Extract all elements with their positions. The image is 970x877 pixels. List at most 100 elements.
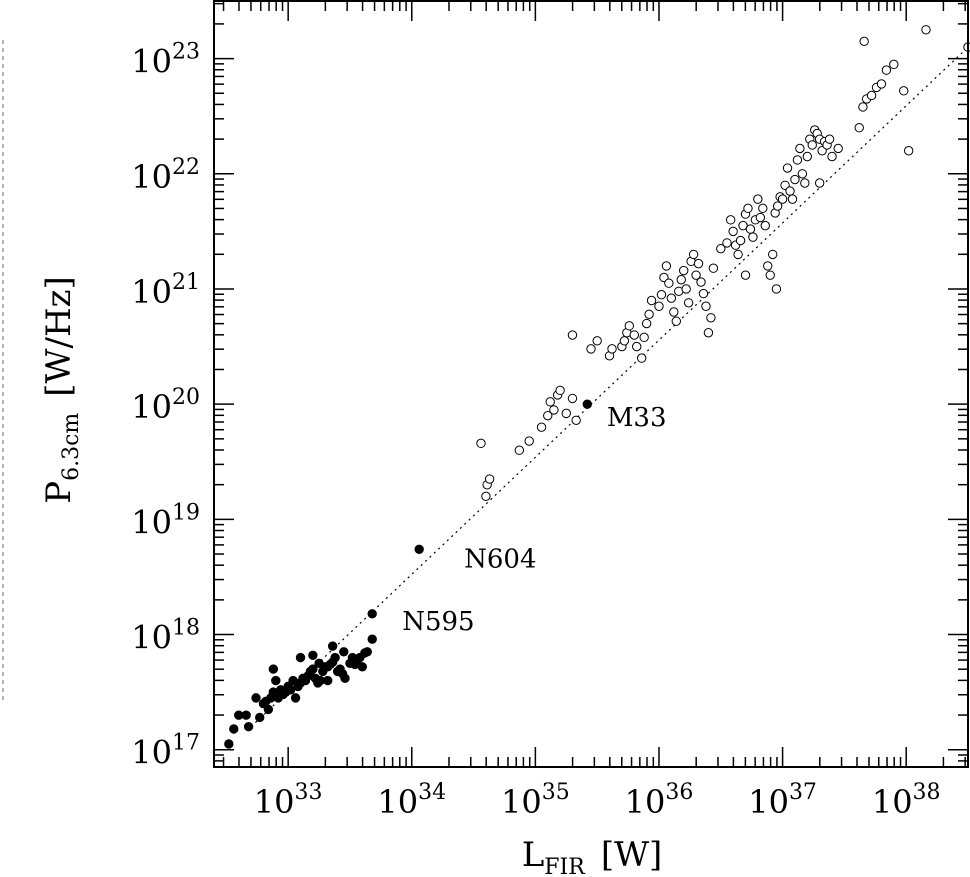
x-tick-label: 1034 — [377, 780, 446, 821]
x-tick-label-base: 10 — [377, 783, 418, 821]
open-data-point — [639, 332, 649, 343]
x-tick-label-base: 10 — [748, 783, 789, 821]
filled-data-point — [340, 673, 350, 684]
open-data-point — [644, 309, 654, 320]
y-tick-label-base: 10 — [131, 273, 172, 311]
open-data-point — [661, 261, 672, 271]
open-data-point — [725, 215, 736, 225]
y-tick-label-exp: 18 — [172, 616, 200, 641]
open-data-point — [722, 238, 732, 248]
open-data-point — [758, 203, 768, 214]
open-data-point — [881, 65, 892, 75]
open-data-point — [743, 203, 753, 214]
annotations-layer: M33 N604 N595 — [402, 403, 666, 637]
x-tick-label-exp: 37 — [789, 780, 817, 805]
x-tick-label-exp: 33 — [295, 780, 323, 805]
open-data-point — [543, 410, 553, 421]
open-data-point — [827, 151, 837, 162]
x-tick-label: 1033 — [254, 780, 323, 821]
open-data-point — [555, 385, 565, 396]
open-data-point — [654, 301, 664, 311]
open-data-point — [688, 249, 699, 260]
open-data-point — [536, 422, 547, 432]
x-tick-label: 1036 — [625, 780, 694, 821]
open-data-point — [629, 330, 639, 340]
open-data-point — [701, 301, 711, 311]
open-data-point — [484, 474, 495, 484]
open-data-point — [782, 163, 793, 173]
open-data-point — [716, 243, 726, 254]
open-data-point — [768, 249, 778, 260]
open-data-point — [753, 194, 763, 204]
y-tick-label-base: 10 — [131, 43, 172, 81]
open-data-point — [679, 265, 689, 276]
filled-data-point — [290, 693, 301, 703]
x-axis-label-main: L — [522, 835, 545, 875]
filled-data-point — [229, 724, 239, 734]
y-tick-label: 1018 — [131, 616, 200, 657]
filled-data-point — [251, 693, 261, 703]
y-tick-label-exp: 23 — [172, 40, 200, 65]
filled-data-point — [285, 685, 296, 695]
annotation-label: M33 — [607, 403, 667, 433]
open-data-point — [745, 224, 756, 234]
x-tick-label: 1037 — [748, 780, 817, 821]
open-data-point — [481, 491, 491, 502]
open-data-point — [636, 353, 647, 363]
open-data-point — [698, 288, 709, 299]
filled-data-point — [323, 675, 333, 686]
fit-line-layer — [250, 46, 969, 728]
open-data-point — [859, 36, 869, 47]
open-data-point — [787, 194, 798, 204]
x-tick-label-exp: 35 — [542, 780, 570, 805]
filled-data-point — [241, 710, 251, 720]
open-data-point — [514, 445, 525, 455]
y-tick-label-base: 10 — [131, 734, 172, 772]
open-data-point — [703, 328, 714, 338]
y-tick-label: 1023 — [131, 40, 200, 81]
filled-data-point — [268, 664, 279, 674]
y-tick-label: 1019 — [131, 500, 200, 541]
annotation-label: N595 — [402, 607, 474, 637]
open-data-point — [619, 336, 630, 346]
x-tick-label-exp: 34 — [418, 780, 446, 805]
open-data-point — [760, 220, 770, 231]
open-data-point — [792, 155, 803, 165]
y-tick-label-exp: 20 — [172, 385, 200, 410]
open-data-point — [592, 336, 602, 346]
open-data-point — [795, 143, 805, 154]
open-data-point — [691, 270, 701, 280]
open-data-point — [903, 146, 914, 156]
open-data-point — [814, 178, 825, 188]
y-axis-label-main: P — [39, 481, 79, 504]
y-axis-label-sub: 6.3cm — [59, 413, 84, 481]
open-data-point — [740, 270, 751, 280]
open-data-point — [735, 235, 746, 246]
open-data-point — [800, 178, 810, 188]
y-tick-label: 1022 — [131, 155, 200, 196]
open-data-point — [763, 261, 773, 271]
open-data-point — [733, 249, 743, 260]
plot-frame — [213, 0, 969, 768]
fit-line — [250, 46, 969, 728]
open-data-point — [921, 25, 931, 35]
open-data-point — [676, 275, 686, 285]
open-data-point — [963, 42, 970, 52]
x-tick-label-exp: 38 — [913, 780, 941, 805]
open-data-point — [476, 438, 486, 449]
open-data-point — [807, 140, 817, 150]
open-data-point — [899, 86, 909, 96]
y-tick-label-base: 10 — [131, 619, 172, 657]
filled-data-point — [362, 647, 372, 657]
x-axis-label-sub: FIR — [544, 855, 586, 877]
y-axis-label-unit: [W/Hz] — [39, 276, 79, 397]
x-tick-label-base: 10 — [872, 783, 913, 821]
open-data-point — [641, 318, 652, 329]
open-data-point — [772, 201, 783, 211]
open-data-point — [561, 408, 571, 419]
open-data-point — [802, 151, 813, 162]
open-data-point — [567, 330, 578, 340]
x-tick-label-exp: 36 — [665, 780, 693, 805]
open-data-point — [866, 90, 877, 101]
open-data-point — [671, 316, 681, 326]
